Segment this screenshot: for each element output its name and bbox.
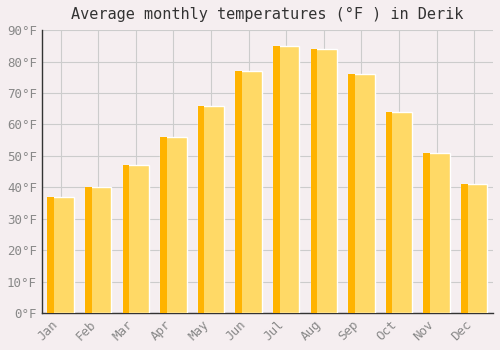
Bar xyxy=(386,112,392,313)
Bar xyxy=(85,187,91,313)
Bar xyxy=(48,197,74,313)
Bar xyxy=(160,137,167,313)
Bar xyxy=(461,184,468,313)
Bar xyxy=(310,49,318,313)
Bar xyxy=(424,153,430,313)
Bar xyxy=(198,106,224,313)
Bar xyxy=(273,46,299,313)
Bar xyxy=(122,165,149,313)
Bar xyxy=(198,106,204,313)
Bar xyxy=(310,49,337,313)
Bar xyxy=(236,71,242,313)
Bar xyxy=(348,74,374,313)
Bar xyxy=(85,187,112,313)
Bar xyxy=(160,137,186,313)
Bar xyxy=(386,112,412,313)
Bar xyxy=(273,46,280,313)
Bar xyxy=(348,74,355,313)
Bar xyxy=(48,197,54,313)
Bar xyxy=(461,184,487,313)
Bar xyxy=(122,165,129,313)
Bar xyxy=(424,153,450,313)
Bar xyxy=(236,71,262,313)
Title: Average monthly temperatures (°F ) in Derik: Average monthly temperatures (°F ) in De… xyxy=(71,7,464,22)
